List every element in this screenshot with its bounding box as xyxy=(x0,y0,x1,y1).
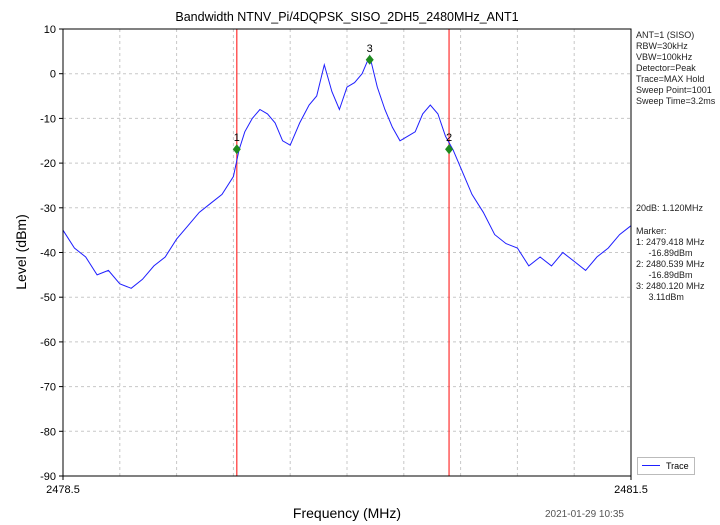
y-tick-label: -50 xyxy=(40,292,56,304)
marker-label: 3 xyxy=(367,43,373,55)
settings-line: Sweep Point=1001 xyxy=(636,85,712,95)
legend-label: Trace xyxy=(666,461,689,471)
x-ticks: 2478.5 2481.5 xyxy=(46,476,648,496)
settings-line: Detector=Peak xyxy=(636,63,696,73)
legend-line xyxy=(642,465,660,466)
grid xyxy=(63,29,631,476)
marker-label: 2 xyxy=(446,132,452,144)
settings-line: VBW=100kHz xyxy=(636,52,693,62)
marker-panel: Marker: 1: 2479.418 MHz -16.89dBm 2: 2480.… xyxy=(636,226,705,303)
marker-point xyxy=(445,144,454,155)
settings-panel: ANT=1 (SISO) RBW=30kHz VBW=100kHz Detector=… xyxy=(636,30,715,107)
y-ticks: 10 0 -10 -20 -30 -40 -50 -60 -70 -80 -90 xyxy=(40,24,63,483)
marker-label: 1 xyxy=(234,132,240,144)
marker-text-line: 2: 2480.539 MHz xyxy=(636,259,705,269)
settings-line: RBW=30kHz xyxy=(636,41,688,51)
settings-line: Trace=MAX Hold xyxy=(636,74,705,84)
y-tick-label: -20 xyxy=(40,158,56,170)
y-tick-label: -80 xyxy=(40,426,56,438)
marker-point xyxy=(365,54,374,65)
y-tick-label: -10 xyxy=(40,113,56,125)
settings-line: ANT=1 (SISO) xyxy=(636,30,695,40)
marker-lines xyxy=(236,29,450,476)
marker-text-line: 3: 2480.120 MHz xyxy=(636,281,705,291)
marker-point xyxy=(232,144,241,155)
timestamp: 2021-01-29 10:35 xyxy=(545,509,624,520)
x-axis-label: Frequency (MHz) xyxy=(293,505,401,521)
chart-title: Bandwidth NTNV_Pi/4DQPSK_SISO_2DH5_2480M… xyxy=(175,10,518,24)
y-axis-label: Level (dBm) xyxy=(13,214,29,289)
marker-text-line: -16.89dBm xyxy=(636,248,693,258)
markers: 1 2 3 xyxy=(232,43,454,155)
y-tick-label: -60 xyxy=(40,337,56,349)
marker-text-line: 1: 2479.418 MHz xyxy=(636,237,705,247)
marker-text-line: Marker: xyxy=(636,226,667,236)
trace-line xyxy=(62,54,632,289)
y-tick-label: -70 xyxy=(40,382,56,394)
y-tick-label: -30 xyxy=(40,203,56,215)
y-tick-label: 10 xyxy=(44,24,56,36)
marker-text-line: 3.11dBm xyxy=(636,292,684,302)
y-tick-label: 0 xyxy=(50,69,56,81)
y-tick-label: -90 xyxy=(40,471,56,483)
x-tick-label: 2481.5 xyxy=(614,484,648,496)
marker-text-line: -16.89dBm xyxy=(636,270,693,280)
settings-line: Sweep Time=3.2ms xyxy=(636,96,716,106)
bandwidth-result: 20dB: 1.120MHz xyxy=(636,203,703,214)
bandwidth-text: 20dB: 1.120MHz xyxy=(636,203,704,213)
legend: Trace xyxy=(637,457,695,475)
x-tick-label: 2478.5 xyxy=(46,484,80,496)
y-tick-label: -40 xyxy=(40,248,56,260)
